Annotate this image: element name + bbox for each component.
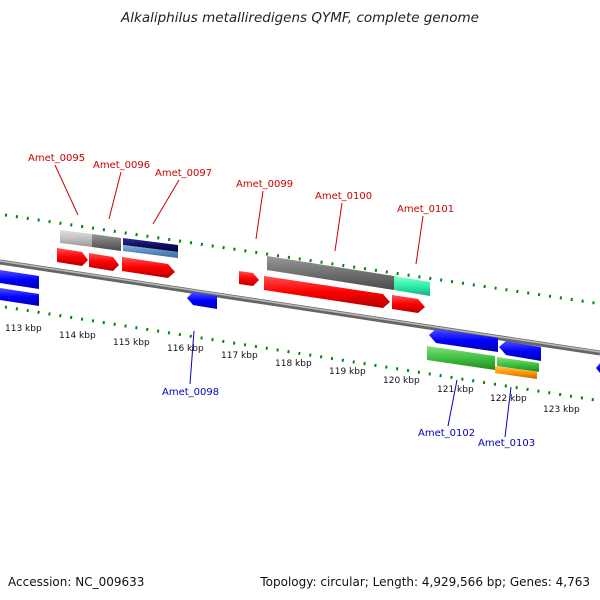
label-amet-0095[interactable]: Amet_0095 [28,153,85,164]
leader-amet-0097 [152,179,180,225]
ruler-114: 114 kbp [59,331,96,341]
cds-right-edge [596,363,600,373]
feature-amet-0097-steel [123,245,178,258]
top-gene-labels: Amet_0095 Amet_0096 Amet_0097 Amet_0099 … [28,153,454,215]
leader-amet-0099 [255,190,264,240]
ruler-labels: 113 kbp 114 kbp 115 kbp 116 kbp 117 kbp … [5,324,580,415]
ruler-120: 120 kbp [383,376,420,386]
cds-amet-0102-rev [429,329,498,352]
accession-text: Accession: NC_009633 [8,575,145,589]
ruler-117: 117 kbp [221,351,258,361]
leader-amet-0100 [334,202,343,252]
feature-amet-0100 [267,256,394,290]
label-amet-0102[interactable]: Amet_0102 [418,428,475,439]
ruler-119: 119 kbp [329,367,366,377]
feature-track-upper [60,230,430,296]
gc-track-upper [4,213,596,305]
cds-amet-0098 [187,292,217,309]
bottom-gene-labels: Amet_0098 Amet_0102 Amet_0103 [162,387,535,449]
leader-amet-0101 [415,215,424,265]
feature-amet-0103-green [497,357,539,372]
ruler-122: 122 kbp [490,394,527,404]
ruler-113: 113 kbp [5,324,42,334]
ruler-116: 116 kbp [167,344,204,354]
feature-amet-0095-tail [92,234,121,251]
gc-track-lower [4,305,596,402]
cds-left-1 [0,270,39,289]
cds-amet-0103-rev [499,341,541,361]
genome-info-text: Topology: circular; Length: 4,929,566 bp… [260,575,590,589]
ruler-118: 118 kbp [275,359,312,369]
feature-amet-0101 [394,276,430,296]
leader-amet-0095 [54,164,79,216]
genome-backbone [0,259,600,356]
map-title: Alkaliphilus metalliredigens QYMF, compl… [121,10,479,26]
label-amet-0099[interactable]: Amet_0099 [236,179,293,190]
top-leader-lines [54,164,424,265]
forward-cds-track [57,248,425,313]
label-amet-0103[interactable]: Amet_0103 [478,438,535,449]
cds-left-2 [0,288,39,306]
label-amet-0096[interactable]: Amet_0096 [93,160,150,171]
leader-amet-0098 [189,330,195,385]
feature-track-lower [427,346,539,379]
bottom-leader-lines [189,330,512,438]
ruler-123: 123 kbp [543,405,580,415]
feature-amet-0103-orange [495,366,537,379]
feature-amet-0095-domain [60,230,92,247]
ruler-121: 121 kbp [437,385,474,395]
reverse-cds-track [0,270,600,373]
cds-amet-0095 [57,248,88,266]
leader-amet-0102 [447,379,458,427]
cds-amet-0101 [392,295,425,313]
feature-amet-0102 [427,346,495,370]
leader-amet-0103 [504,386,512,438]
cds-amet-0099 [239,271,259,286]
ruler-115: 115 kbp [113,338,150,348]
cds-amet-0097 [122,257,175,278]
feature-amet-0097-navy [123,238,178,252]
label-amet-0100[interactable]: Amet_0100 [315,191,372,202]
cds-amet-0100 [264,276,390,308]
label-amet-0097[interactable]: Amet_0097 [155,168,212,179]
cds-amet-0096 [89,253,119,271]
leader-amet-0096 [108,171,122,220]
label-amet-0101[interactable]: Amet_0101 [397,204,454,215]
label-amet-0098[interactable]: Amet_0098 [162,387,219,398]
